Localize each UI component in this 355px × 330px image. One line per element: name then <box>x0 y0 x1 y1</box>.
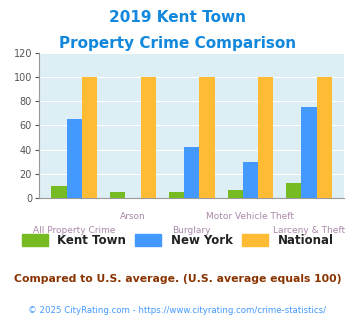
Text: Property Crime Comparison: Property Crime Comparison <box>59 36 296 51</box>
Bar <box>258 77 273 198</box>
Bar <box>200 77 214 198</box>
Text: Motor Vehicle Theft: Motor Vehicle Theft <box>206 212 294 221</box>
Bar <box>286 183 301 198</box>
Bar <box>228 189 243 198</box>
Text: Arson: Arson <box>120 212 146 221</box>
Bar <box>184 147 200 198</box>
Bar <box>169 192 184 198</box>
Bar <box>51 186 67 198</box>
Bar <box>67 119 82 198</box>
Bar <box>82 77 97 198</box>
Bar <box>317 77 332 198</box>
Text: Larceny & Theft: Larceny & Theft <box>273 226 345 235</box>
Bar <box>141 77 156 198</box>
Bar <box>110 192 125 198</box>
Text: Compared to U.S. average. (U.S. average equals 100): Compared to U.S. average. (U.S. average … <box>14 274 341 284</box>
Text: 2019 Kent Town: 2019 Kent Town <box>109 10 246 25</box>
Legend: Kent Town, New York, National: Kent Town, New York, National <box>22 234 333 247</box>
Bar <box>301 107 317 198</box>
Text: © 2025 CityRating.com - https://www.cityrating.com/crime-statistics/: © 2025 CityRating.com - https://www.city… <box>28 306 327 315</box>
Bar <box>243 162 258 198</box>
Text: All Property Crime: All Property Crime <box>33 226 115 235</box>
Text: Burglary: Burglary <box>173 226 211 235</box>
